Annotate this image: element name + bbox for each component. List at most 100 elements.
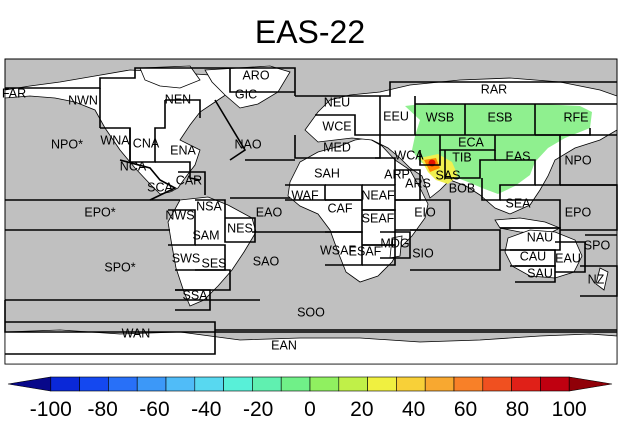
colorbar-swatch <box>108 376 138 392</box>
region-label-seaf: SEAF <box>362 211 395 225</box>
region-label-eio: EIO <box>414 205 436 219</box>
region-label-ena: ENA <box>170 143 196 157</box>
region-label-neu: NEU <box>324 95 350 109</box>
region-label-wce: WCE <box>322 119 351 133</box>
colorbar-tick-label: -80 <box>87 398 117 421</box>
colorbar-tick-label: 0 <box>304 398 316 421</box>
land-masses <box>4 65 618 365</box>
colorbar-tick-label: -60 <box>139 398 169 421</box>
region-label-spo-star: SPO* <box>104 260 135 274</box>
region-label-npo: NPO <box>564 153 591 167</box>
region-label-far: FAR <box>2 86 26 100</box>
region-label-med: MED <box>323 140 351 154</box>
region-label-sea: SEA <box>505 196 531 210</box>
region-label-ssa: SSA <box>182 288 208 302</box>
region-label-ars: ARS <box>405 176 431 190</box>
colorbar-swatch <box>568 376 613 392</box>
colorbar-swatch <box>511 376 541 392</box>
region-label-eas: EAS <box>505 149 530 163</box>
region-label-sau: SAU <box>527 266 553 280</box>
colorbar-tick-label: 20 <box>350 398 373 421</box>
value-overlay <box>405 103 592 194</box>
colorbar-swatch <box>367 376 397 392</box>
region-label-sao: SAO <box>253 254 280 268</box>
region-label-gic: GIC <box>235 87 257 101</box>
region-label-rar: RAR <box>481 82 507 96</box>
colorbar-swatch <box>424 376 455 392</box>
colorbar-tick-label: 60 <box>454 398 477 421</box>
region-label-cau: CAU <box>520 249 546 263</box>
region-label-nes: NES <box>227 221 253 235</box>
region-label-rfe: RFE <box>564 110 589 124</box>
region-label-mdg: MDG <box>380 236 409 250</box>
region-label-wan: WAN <box>122 326 151 340</box>
region-label-nws: NWS <box>165 208 194 222</box>
map-title: EAS-22 <box>254 14 366 50</box>
colorbar-tick-label: -100 <box>30 398 72 421</box>
colorbar-swatch <box>252 376 282 392</box>
region-label-esb: ESB <box>487 110 512 124</box>
region-label-waf: WAF <box>291 188 319 202</box>
region-label-spo: SPO <box>584 238 611 252</box>
region-label-sas: SAS <box>435 168 460 182</box>
region-label-nca: NCA <box>120 159 147 173</box>
colorbar-tick-label: 40 <box>402 398 425 421</box>
colorbar-swatch <box>165 376 196 392</box>
colorbar-tick-label: -40 <box>191 398 221 421</box>
region-label-npo-star: NPO* <box>51 137 83 151</box>
region-label-eeu: EEU <box>383 109 409 123</box>
colorbar-tick-label: -20 <box>243 398 273 421</box>
region-label-wsaf: WSAF <box>320 243 356 257</box>
region-label-car: CAR <box>176 173 202 187</box>
region-label-aro: ARO <box>242 68 269 82</box>
region-label-bob: BOB <box>449 181 475 195</box>
region-boundaries <box>4 67 618 355</box>
region-label-epo-star: EPO* <box>84 205 115 219</box>
colorbar-tick-label: 100 <box>552 398 587 421</box>
colorbar-swatch <box>453 376 484 392</box>
colorbar-swatch <box>7 376 52 392</box>
region-label-tib: TIB <box>452 150 471 164</box>
colorbar-swatch <box>280 376 311 392</box>
region-label-sws: SWS <box>172 251 200 265</box>
region-label-sio: SIO <box>412 246 434 260</box>
colorbar-tick-label: 80 <box>506 398 529 421</box>
region-label-caf: CAF <box>328 201 353 215</box>
region-label-ses: SES <box>201 256 226 270</box>
region-label-eao: EAO <box>256 205 283 219</box>
colorbar-swatch <box>309 376 340 392</box>
colorbar-swatch <box>482 376 512 392</box>
colorbar-swatch <box>223 376 253 392</box>
region-label-neaf: NEAF <box>361 188 395 202</box>
region-label-epo: EPO <box>565 205 592 219</box>
region-label-eau: EAU <box>555 251 581 265</box>
region-label-nz: NZ <box>588 272 605 286</box>
colorbar-swatch <box>338 376 368 392</box>
colorbar-swatch <box>396 376 426 392</box>
region-label-cna: CNA <box>133 136 160 150</box>
region-label-ean: EAN <box>271 338 297 352</box>
colorbar-swatch <box>136 376 167 392</box>
region-label-nsa: NSA <box>196 199 222 213</box>
colorbar-swatch <box>79 376 109 392</box>
region-label-esaf: ESAF <box>349 244 382 258</box>
region-label-nao: NAO <box>234 137 261 151</box>
colorbar-ticks: -100 -80 -60 -40 -20 0 20 40 60 80 100 <box>30 398 587 421</box>
colorbar-swatch <box>194 376 224 392</box>
region-labels: FAR NWN NEN ARO GIC RAR NEU WCE EEU WSB … <box>2 68 611 352</box>
colorbar <box>7 376 613 392</box>
region-label-wsb: WSB <box>426 110 454 124</box>
region-label-sam: SAM <box>192 228 219 242</box>
region-label-arp: ARP <box>384 167 410 181</box>
colorbar-swatch <box>50 376 80 392</box>
region-label-nen: NEN <box>165 92 191 106</box>
region-label-sca: SCA <box>147 180 173 194</box>
region-label-wca: WCA <box>394 148 424 162</box>
colorbar-swatch <box>540 376 570 392</box>
region-label-sah: SAH <box>314 166 340 180</box>
region-label-soo: SOO <box>297 305 325 319</box>
region-label-eca: ECA <box>458 135 484 149</box>
region-label-nwn: NWN <box>68 93 98 107</box>
region-label-wna: WNA <box>100 133 130 147</box>
